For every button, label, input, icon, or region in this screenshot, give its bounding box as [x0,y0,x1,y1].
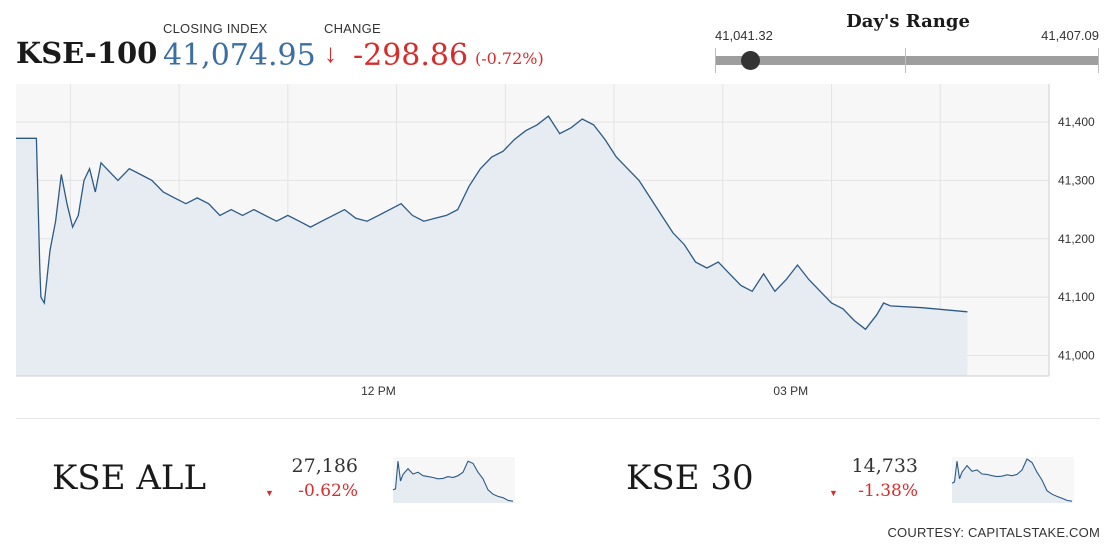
days-range-track [715,56,1099,65]
days-range-low: 41,041.32 [715,28,773,43]
y-tick-label: 41,100 [1058,290,1095,304]
days-range-tick-low [715,48,716,73]
days-range-label: Day's Range [846,11,970,32]
kse-all-value: 27,186 [291,455,358,477]
days-range-tick-high [1098,48,1099,73]
area-fill [16,116,968,376]
divider [16,418,1100,419]
y-tick-label: 41,000 [1058,349,1095,363]
days-range-tick-mid [905,48,906,73]
sparkline-fill [393,461,513,503]
kse-all-down-icon: ▼ [265,488,274,498]
days-range-marker [740,51,760,70]
sparkline-line [392,460,514,502]
change-label: CHANGE [324,21,381,36]
kse-all-change: -0.62% [298,481,358,501]
down-arrow-icon: ↓ [324,38,337,68]
x-tick-label: 03 PM [773,384,808,398]
y-tick-label: 41,400 [1058,115,1095,129]
change-value: -298.86 [353,38,469,73]
index-line [16,115,968,331]
kse-30-value: 14,733 [851,455,918,477]
kse-30-sparkline [951,457,1074,503]
y-tick-label: 41,300 [1058,173,1095,187]
closing-index-value: 41,074.95 [163,38,316,73]
x-tick-label: 12 PM [361,384,396,398]
change-percent: (-0.72%) [475,49,544,68]
index-title: KSE-100 [16,36,158,70]
kse-all-name: KSE ALL [52,458,207,498]
days-range-high: 41,407.09 [1041,28,1099,43]
closing-index-label: CLOSING INDEX [163,21,268,36]
kse-30-change: -1.38% [858,481,918,501]
intraday-chart: 41,000 41,100 41,200 41,300 41,400 12 PM 03 PM [16,84,1095,398]
courtesy-credit: COURTESY: CAPITALSTAKE.COM [887,525,1100,540]
kse-30-name: KSE 30 [626,458,754,498]
sparkline-line [951,458,1073,502]
y-tick-label: 41,200 [1058,232,1095,246]
kse-30-down-icon: ▼ [829,488,838,498]
kse-all-sparkline [392,457,515,503]
sparkline-fill [952,459,1072,503]
